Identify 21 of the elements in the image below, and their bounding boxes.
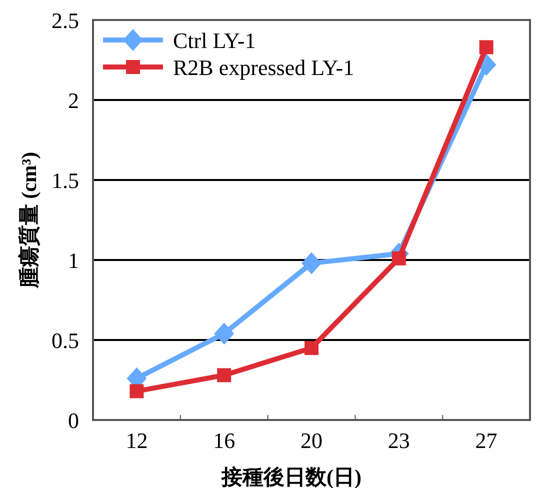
x-tick-label: 27: [475, 428, 498, 453]
point: [130, 384, 144, 398]
y-tick-label: 1: [68, 248, 79, 273]
x-tick-label: 16: [213, 428, 236, 453]
point: [392, 251, 406, 266]
x-tick-label: 20: [300, 428, 322, 453]
y-tick-label: 0: [68, 408, 79, 433]
x-tick-label: 23: [388, 428, 410, 453]
legend-label: Ctrl LY-1: [173, 28, 256, 53]
x-tick-label: 12: [126, 428, 148, 453]
point: [304, 341, 318, 355]
point: [214, 322, 234, 345]
y-tick-label: 2: [68, 88, 79, 113]
point: [217, 368, 232, 382]
legend-label: R2B expressed LY-1: [173, 55, 354, 80]
point: [479, 40, 494, 54]
y-tick-label: 1.5: [52, 168, 79, 193]
y-axis-title: 腫瘍質量 (cm³): [17, 152, 41, 290]
y-tick-label: 0.5: [52, 328, 79, 353]
y-tick-label: 2.5: [52, 8, 79, 33]
point: [302, 252, 322, 274]
